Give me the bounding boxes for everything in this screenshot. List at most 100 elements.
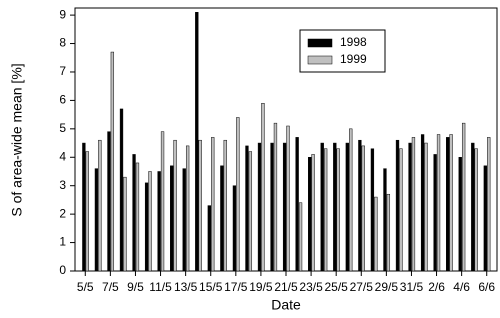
- x-tick-label: 29/5: [375, 280, 399, 294]
- y-tick-label: 2: [59, 206, 66, 220]
- bar: [383, 168, 387, 272]
- bar: [135, 162, 140, 272]
- x-axis-label: Date: [271, 297, 301, 313]
- bar: [195, 12, 199, 272]
- y-axis-label: S of area-wide mean [%]: [9, 63, 25, 216]
- bar: [487, 137, 491, 272]
- bar: [395, 139, 400, 272]
- bar: [408, 142, 412, 272]
- bar: [170, 165, 174, 272]
- bar: [85, 151, 89, 272]
- bar: [273, 122, 278, 272]
- bar: [420, 134, 425, 272]
- bar: [358, 139, 362, 272]
- legend-box: [299, 29, 386, 73]
- x-tick-label: 25/5: [325, 280, 349, 294]
- legend-swatch: [307, 38, 333, 48]
- bar: [107, 131, 111, 272]
- y-tick-label: 9: [59, 7, 66, 21]
- bar: [436, 134, 441, 272]
- y-tick-label: 0: [59, 263, 66, 277]
- bar: [98, 139, 102, 272]
- legend-label: 1998: [340, 35, 367, 49]
- x-tick-label: 9/5: [127, 280, 144, 294]
- bar: [386, 193, 391, 272]
- bar: [94, 168, 99, 272]
- bar: [449, 134, 453, 272]
- bar: [245, 145, 249, 272]
- x-tick-label: 2/6: [428, 280, 445, 294]
- bar: [370, 148, 375, 272]
- bar: [399, 148, 403, 272]
- bar: [411, 137, 416, 272]
- x-tick-label: 6/6: [478, 280, 495, 294]
- bar: [223, 139, 227, 272]
- bar: [474, 148, 478, 272]
- bar: [185, 145, 190, 272]
- bar: [336, 148, 340, 272]
- bar: [433, 154, 437, 272]
- bar: [148, 171, 152, 272]
- y-tick-label: 4: [59, 149, 66, 163]
- bar: [123, 176, 127, 272]
- bar: [320, 142, 324, 272]
- x-tick-label: 21/5: [274, 280, 298, 294]
- bar: [333, 142, 337, 272]
- y-tick-label: 3: [59, 178, 66, 192]
- x-tick-label: 13/5: [174, 280, 198, 294]
- y-tick-label: 5: [59, 121, 66, 135]
- y-tick-label: 8: [59, 36, 66, 50]
- legend-label: 1999: [340, 52, 367, 66]
- x-tick-label: 17/5: [224, 280, 248, 294]
- bar: [82, 142, 86, 272]
- legend-swatch: [307, 55, 333, 65]
- x-tick-label: 23/5: [299, 280, 323, 294]
- bar: [295, 137, 299, 272]
- bar: [308, 157, 312, 272]
- bar: [119, 108, 124, 272]
- bar: [220, 165, 224, 272]
- y-tick-label: 1: [59, 235, 66, 249]
- bar: [349, 128, 353, 272]
- bar: [461, 122, 466, 272]
- bar: [311, 154, 315, 272]
- bar: [207, 205, 211, 272]
- bar: [157, 171, 161, 272]
- bar: [361, 145, 365, 272]
- bar: [211, 137, 215, 272]
- x-tick-label: 31/5: [400, 280, 424, 294]
- x-tick-label: 7/5: [102, 280, 119, 294]
- x-tick-label: 19/5: [249, 280, 273, 294]
- bar: [144, 182, 149, 272]
- y-tick-label: 6: [59, 93, 66, 107]
- bar: [446, 137, 450, 272]
- bar: [458, 157, 462, 272]
- bar: [270, 142, 274, 272]
- bar: [424, 142, 428, 272]
- bar: [323, 148, 328, 272]
- bar: [471, 142, 475, 272]
- y-tick-label: 7: [59, 64, 66, 78]
- bar: [160, 131, 165, 272]
- bar: [236, 117, 240, 272]
- bar: [232, 185, 237, 272]
- x-tick-label: 11/5: [149, 280, 172, 294]
- bar: [110, 51, 115, 272]
- bar: [298, 202, 303, 272]
- bar: [173, 139, 177, 272]
- bar: [198, 139, 202, 272]
- bar: [345, 142, 349, 272]
- x-tick-label: 15/5: [199, 280, 223, 294]
- x-tick-label: 27/5: [350, 280, 374, 294]
- bar: [132, 154, 136, 272]
- bar: [257, 142, 262, 272]
- x-tick-label: 4/6: [453, 280, 470, 294]
- bar: [282, 142, 287, 272]
- bar: [374, 196, 378, 272]
- bar: [182, 168, 186, 272]
- bar: [286, 125, 290, 272]
- bar: [483, 165, 487, 272]
- bar: [261, 102, 265, 272]
- bar: [248, 151, 253, 272]
